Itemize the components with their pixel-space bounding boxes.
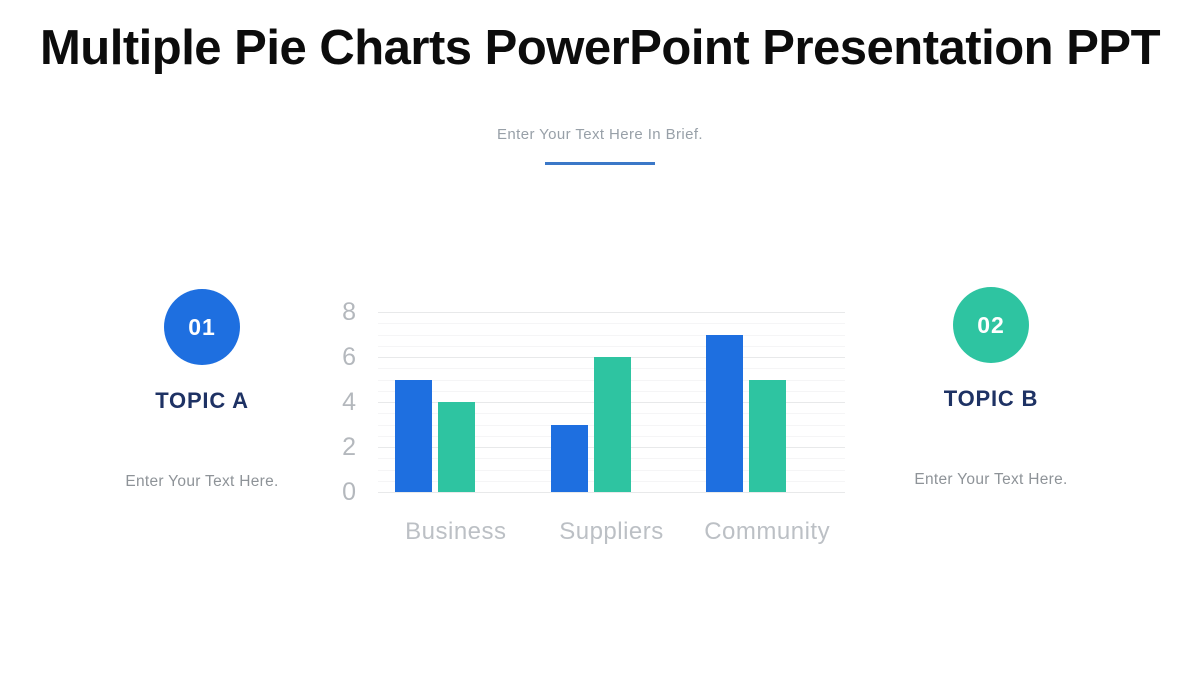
bar-series-teal-business (437, 402, 475, 492)
x-axis-category-label: Community (704, 518, 831, 545)
y-axis-tick-label: 6 (342, 343, 356, 371)
slide-subtitle: Enter Your Text Here In Brief. (497, 126, 703, 143)
topic-b-number-badge: 02 (953, 287, 1029, 363)
y-axis-tick-label: 8 (342, 298, 356, 326)
bar-chart: 0 2 4 6 8 Business Suppliers Community (330, 295, 860, 555)
topic-b-number: 02 (977, 311, 1005, 338)
topic-b-title: TOPIC B (943, 386, 1039, 411)
topic-a-description: Enter Your Text Here. (125, 473, 279, 490)
topic-a-number: 01 (188, 313, 216, 340)
x-axis-category-label: Business (405, 518, 507, 545)
gridline-major (378, 312, 845, 313)
gridline-major (378, 492, 845, 493)
topic-b-section: 02 TOPIC B Enter Your Text Here. (881, 287, 1101, 489)
topic-b-description: Enter Your Text Here. (914, 471, 1068, 488)
topic-a-title: TOPIC A (155, 388, 249, 413)
bar-series-teal-suppliers (593, 357, 631, 492)
bar-series-blue-community (706, 334, 744, 492)
bar-series-blue-business (394, 379, 432, 492)
subtitle-underline (545, 162, 655, 165)
bar-series-teal-community (749, 379, 787, 492)
topic-a-section: 01 TOPIC A Enter Your Text Here. (92, 289, 312, 491)
y-axis-tick-label: 4 (342, 388, 356, 416)
topic-a-number-badge: 01 (164, 289, 240, 365)
y-axis-tick-label: 0 (342, 478, 356, 506)
bar-series-blue-suppliers (550, 424, 588, 492)
gridline-minor (378, 323, 845, 325)
x-axis-category-label: Suppliers (559, 518, 664, 545)
y-axis-tick-label: 2 (342, 433, 356, 461)
gridline-minor (378, 345, 845, 347)
gridline-minor (378, 334, 845, 336)
slide-title: Multiple Pie Charts PowerPoint Presentat… (39, 21, 1161, 75)
